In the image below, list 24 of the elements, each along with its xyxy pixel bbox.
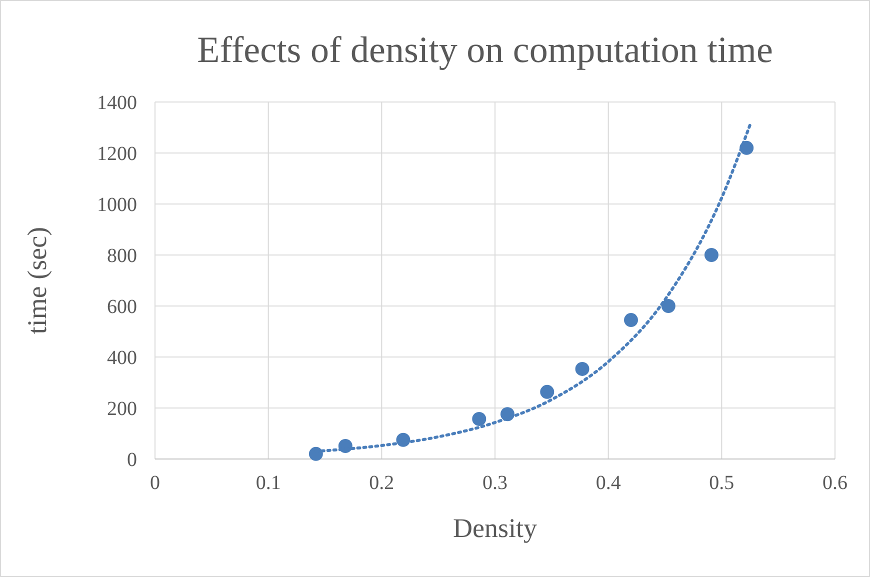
x-tick-label: 0.6: [822, 472, 848, 494]
x-tick-label: 0.3: [482, 472, 508, 494]
x-axis-title: Density: [453, 513, 538, 543]
chart-title: Effects of density on computation time: [197, 30, 773, 71]
point: [472, 412, 486, 426]
y-tick-label: 1200: [97, 143, 137, 165]
point: [704, 248, 718, 262]
x-tick-label: 0.1: [256, 472, 281, 494]
point: [575, 362, 590, 376]
y-tick-label: 0: [127, 449, 137, 471]
y-tick-label: 1400: [97, 92, 137, 114]
x-tick-label: 0.5: [709, 472, 734, 494]
y-tick-label: 800: [107, 245, 137, 267]
y-tick-label: 600: [107, 296, 137, 318]
y-tick-label: 400: [107, 347, 137, 369]
y-axis-title: time (sec): [22, 226, 52, 334]
point: [661, 299, 676, 313]
point: [624, 313, 638, 328]
y-tick-label: 200: [107, 398, 137, 420]
x-tick-label: 0.2: [369, 472, 394, 494]
x-tick-label: 0: [150, 472, 160, 494]
point: [540, 384, 554, 399]
y-tick-label: 1000: [97, 194, 137, 216]
x-tick-label: 0.4: [596, 472, 621, 494]
